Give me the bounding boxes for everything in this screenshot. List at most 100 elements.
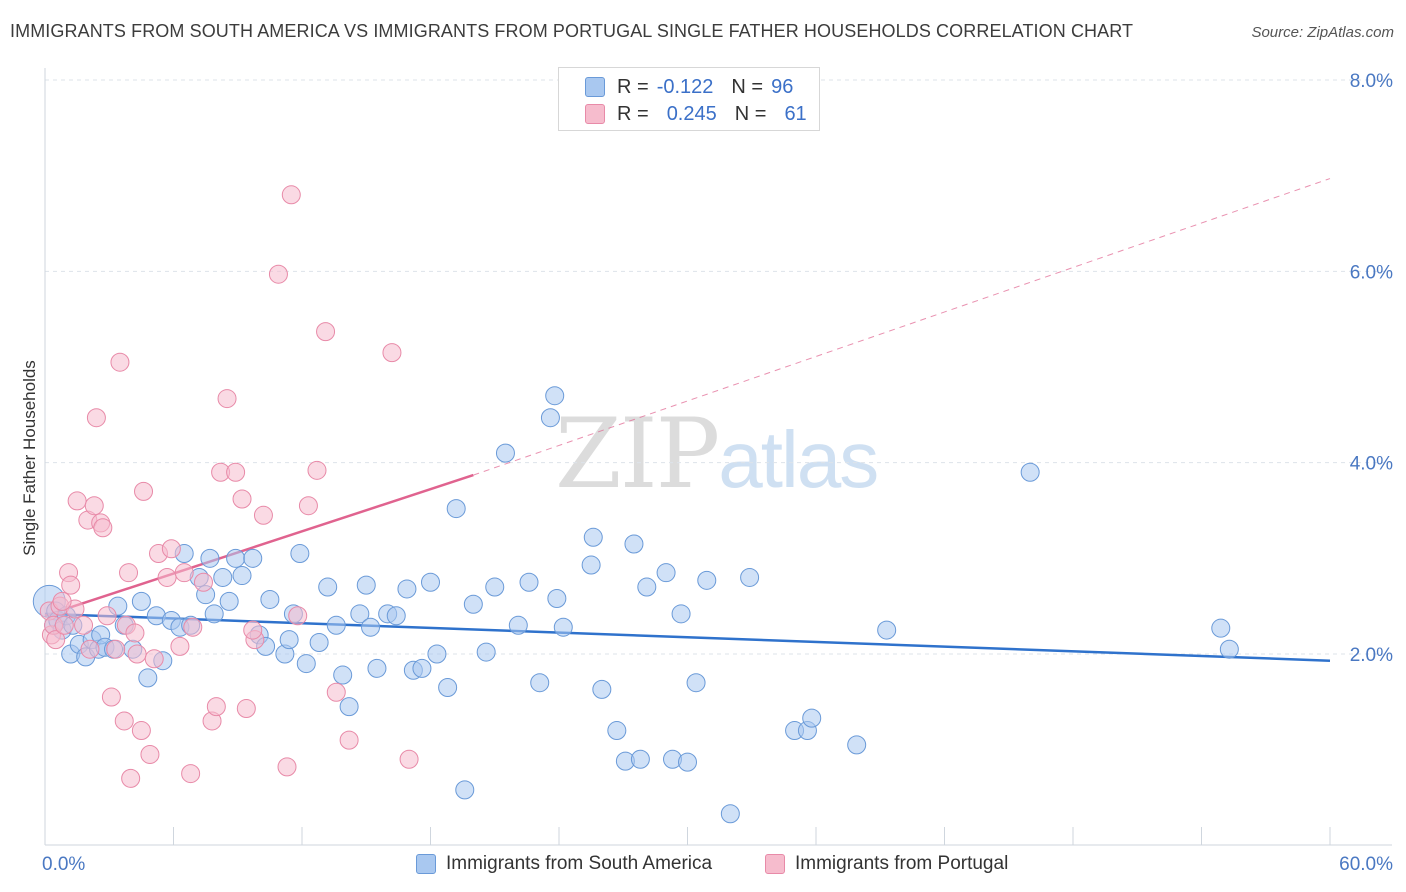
point-portugal: [131, 721, 151, 741]
y-tick-label: 6.0%: [1350, 262, 1393, 283]
point-south-america: [350, 604, 370, 624]
watermark-atlas: atlas: [718, 415, 879, 504]
point-portugal: [382, 343, 402, 363]
point-south-america: [519, 572, 539, 592]
point-south-america: [356, 575, 376, 595]
point-south-america: [495, 443, 515, 463]
point-portugal: [307, 460, 327, 480]
point-south-america: [607, 721, 627, 741]
bottom-legend-portugal: Immigrants from Portugal: [765, 851, 1008, 877]
data-points: [32, 185, 1239, 824]
point-portugal: [157, 567, 177, 587]
point-south-america: [309, 633, 329, 653]
axes: [44, 68, 1392, 846]
bottom-legend-swatch-blue: [416, 854, 436, 874]
point-portugal: [67, 491, 87, 511]
point-south-america: [540, 408, 560, 428]
point-portugal: [121, 768, 141, 788]
point-portugal: [339, 730, 359, 750]
point-south-america: [671, 604, 691, 624]
point-portugal: [140, 744, 160, 764]
point-south-america: [318, 577, 338, 597]
n-value: 61: [784, 102, 807, 125]
point-portugal: [46, 630, 66, 650]
point-south-america: [397, 579, 417, 599]
bottom-legend-label: Immigrants from Portugal: [795, 853, 1009, 874]
y-tick-label: 8.0%: [1350, 71, 1393, 92]
legend-row-south-america: R = -0.122 N = 96: [585, 74, 793, 100]
point-south-america: [427, 644, 447, 664]
point-south-america: [438, 677, 458, 697]
point-portugal: [174, 563, 194, 583]
point-south-america: [296, 654, 316, 674]
point-portugal: [97, 606, 117, 626]
point-south-america: [847, 735, 867, 755]
point-south-america: [367, 658, 387, 678]
point-south-america: [553, 617, 573, 637]
point-portugal: [236, 699, 256, 719]
point-portugal: [74, 615, 94, 635]
watermark-zip: ZIP: [555, 398, 720, 510]
point-portugal: [288, 606, 308, 626]
point-portugal: [226, 462, 246, 482]
point-south-america: [138, 668, 158, 688]
point-south-america: [1219, 639, 1239, 659]
point-portugal: [193, 572, 213, 592]
point-south-america: [508, 615, 528, 635]
r-label: R =: [617, 75, 649, 98]
point-portugal: [243, 620, 263, 640]
legend-swatch-blue: [585, 77, 605, 97]
point-portugal: [268, 264, 288, 284]
point-portugal: [52, 591, 72, 611]
r-value: 0.245: [666, 102, 717, 125]
point-south-america: [243, 548, 263, 568]
point-portugal: [183, 617, 203, 637]
point-south-america: [476, 642, 496, 662]
point-south-america: [421, 572, 440, 592]
point-south-america: [592, 679, 612, 699]
point-portugal: [316, 322, 336, 342]
point-portugal: [54, 615, 74, 635]
point-south-america: [213, 567, 233, 587]
point-portugal: [253, 505, 273, 525]
point-south-america: [412, 658, 432, 678]
chart-title: IMMIGRANTS FROM SOUTH AMERICA VS IMMIGRA…: [10, 21, 1134, 41]
point-portugal: [144, 649, 164, 669]
y-tick-label: 2.0%: [1350, 645, 1393, 666]
point-south-america: [131, 591, 151, 611]
point-south-america: [339, 697, 359, 717]
point-portugal: [125, 623, 145, 643]
point-portugal: [181, 764, 201, 784]
point-south-america: [581, 555, 601, 575]
point-south-america: [485, 577, 505, 597]
point-south-america: [260, 589, 280, 609]
r-label: R =: [617, 102, 649, 125]
point-south-america: [530, 673, 550, 693]
point-south-america: [386, 606, 406, 626]
point-portugal: [206, 697, 226, 717]
x-tick-label: 60.0%: [1339, 854, 1393, 875]
point-south-america: [656, 563, 676, 583]
point-south-america: [1020, 462, 1040, 482]
point-south-america: [200, 548, 220, 568]
point-south-america: [720, 804, 740, 824]
point-portugal: [134, 481, 154, 501]
trend-line-portugal: [44, 473, 474, 617]
point-south-america: [637, 577, 657, 597]
point-portugal: [93, 518, 113, 538]
point-south-america: [630, 749, 650, 769]
point-south-america: [333, 665, 353, 685]
point-portugal: [119, 563, 139, 583]
point-portugal: [61, 575, 81, 595]
tick-labels: 2.0% 4.0% 6.0% 8.0% 0.0% 60.0%: [42, 71, 1393, 875]
point-portugal: [161, 539, 181, 559]
point-south-america: [361, 617, 381, 637]
point-portugal: [86, 408, 106, 428]
point-south-america: [686, 673, 706, 693]
trend-lines: [44, 178, 1331, 662]
n-label: N =: [731, 75, 764, 98]
correlation-legend: R = -0.122 N = 96 R = 0.245 N = 61: [558, 67, 820, 131]
point-portugal: [170, 636, 190, 656]
point-south-america: [219, 591, 239, 611]
